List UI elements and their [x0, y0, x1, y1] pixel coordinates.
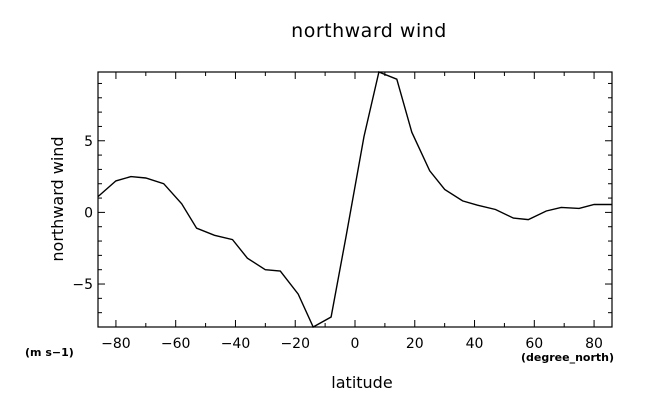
- data-point: [561, 207, 562, 208]
- data-point: [396, 79, 397, 80]
- x-tick-label: −80: [101, 336, 131, 352]
- data-point: [232, 239, 233, 240]
- data-point: [115, 180, 116, 181]
- data-point: [130, 176, 131, 177]
- y-unit-label: (m s−1): [25, 346, 74, 359]
- data-point: [265, 269, 266, 270]
- x-tick-label: 40: [466, 336, 484, 352]
- data-point: [579, 208, 580, 209]
- data-point: [593, 204, 594, 205]
- data-point: [444, 189, 445, 190]
- data-point: [145, 177, 146, 178]
- data-point: [196, 228, 197, 229]
- data-point: [495, 209, 496, 210]
- data-point: [163, 183, 164, 184]
- y-tick-label: 0: [84, 205, 93, 221]
- data-point: [429, 170, 430, 171]
- x-tick-label: −20: [280, 336, 310, 352]
- data-point: [280, 271, 281, 272]
- chart-title: northward wind: [291, 20, 447, 42]
- data-points: [97, 71, 612, 327]
- x-tick-label: −40: [221, 336, 251, 352]
- data-point: [313, 326, 314, 327]
- x-tick-label: 20: [406, 336, 424, 352]
- x-tick-label: 60: [525, 336, 543, 352]
- data-point: [513, 218, 514, 219]
- data-point: [611, 204, 612, 205]
- data-point: [97, 196, 98, 197]
- data-point: [214, 235, 215, 236]
- data-point: [345, 236, 346, 237]
- x-axis-title: latitude: [331, 373, 392, 392]
- y-axis: −5 0 5: [72, 82, 612, 314]
- data-point: [528, 219, 529, 220]
- data-point: [411, 132, 412, 133]
- x-unit-label: (degree_north): [521, 351, 614, 364]
- data-point: [298, 293, 299, 294]
- data-point: [363, 136, 364, 137]
- series-line: [97, 71, 612, 328]
- y-tick-label: −5: [72, 277, 93, 293]
- data-point: [181, 203, 182, 204]
- data-point: [330, 316, 331, 317]
- plot-area: −80 −60 −40 −20 0 20 40 60 80 −5 0 5: [72, 71, 613, 352]
- plot-frame: [97, 71, 613, 328]
- x-tick-label: −60: [161, 336, 191, 352]
- data-point: [477, 205, 478, 206]
- x-tick-label: 0: [351, 336, 360, 352]
- data-point: [546, 210, 547, 211]
- data-point: [247, 258, 248, 259]
- y-tick-label: 5: [84, 134, 93, 150]
- x-axis: −80 −60 −40 −20 0 20 40 60 80: [101, 72, 603, 352]
- y-axis-title: northward wind: [48, 136, 67, 261]
- data-point: [378, 71, 379, 72]
- data-point: [462, 200, 463, 201]
- x-tick-label: 80: [585, 336, 603, 352]
